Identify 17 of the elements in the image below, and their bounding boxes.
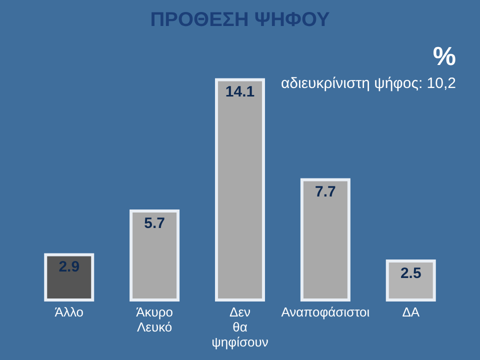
x-tick-label: Αναποφάσιστοι xyxy=(281,304,370,320)
data-label: 7.7 xyxy=(315,184,336,201)
bar xyxy=(386,259,436,302)
x-tick-label: ΔΑ xyxy=(402,304,420,320)
data-label: 14.1 xyxy=(225,84,255,101)
bar xyxy=(300,178,350,302)
x-tick-label: Άκυρο Λευκό xyxy=(136,304,174,334)
data-label: 2.9 xyxy=(58,258,80,276)
x-tick-label: Δεν θα ψηφίσουν xyxy=(212,304,268,350)
bar xyxy=(215,78,265,302)
bar xyxy=(44,253,94,302)
data-label: 5.7 xyxy=(144,214,165,232)
annotation: αδιευκρίνιστη ψήφος: 10,2 xyxy=(281,75,456,92)
x-tick-label: Άλλο xyxy=(54,304,84,320)
text: % xyxy=(432,41,456,71)
bar xyxy=(130,209,180,302)
data-label: 2.5 xyxy=(400,264,422,282)
